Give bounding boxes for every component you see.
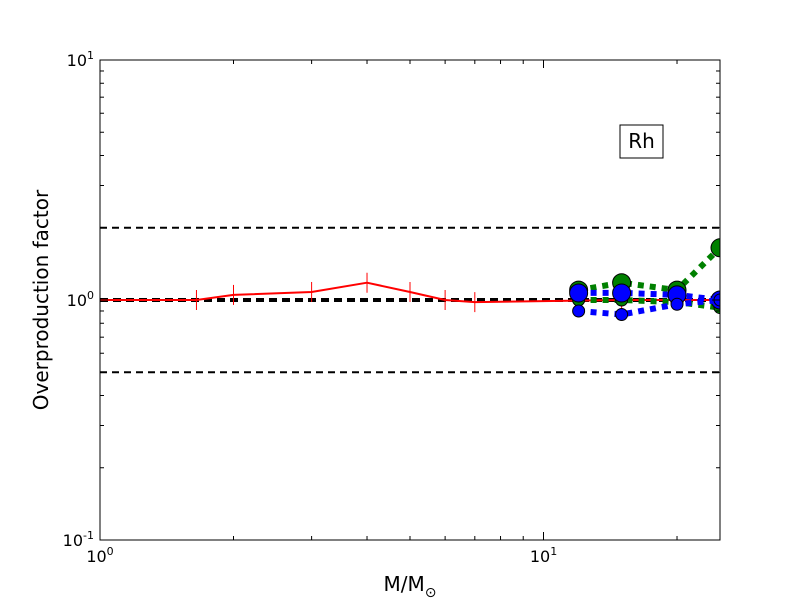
series-3-line bbox=[578, 289, 720, 303]
ticks-layer bbox=[99, 59, 720, 541]
series-3 bbox=[569, 283, 720, 310]
series-layer bbox=[100, 238, 720, 322]
y-axis-label: Overproduction factor bbox=[29, 189, 53, 410]
annotation-box: Rh bbox=[619, 124, 664, 159]
series-4-line bbox=[578, 297, 720, 318]
y-tick-label: 10-1 bbox=[63, 529, 94, 550]
x-tick-label: 101 bbox=[530, 545, 557, 566]
x-tick-label: 100 bbox=[86, 545, 113, 566]
series-4-point bbox=[670, 297, 684, 311]
x-axis-label-main: M/M bbox=[384, 572, 425, 596]
series-4-point bbox=[615, 308, 629, 322]
reference-lines bbox=[100, 226, 720, 374]
series-1-point bbox=[710, 238, 720, 258]
y-tick-label: 100 bbox=[67, 289, 94, 310]
y-tick-label: 101 bbox=[67, 49, 94, 70]
x-axis-label: M/M⊙ bbox=[384, 572, 437, 600]
x-axis-label-sub: ⊙ bbox=[425, 585, 437, 600]
series-3-point bbox=[612, 283, 632, 303]
series-3-point bbox=[569, 283, 589, 303]
annotation-label: Rh bbox=[628, 129, 655, 153]
series-4-point bbox=[572, 304, 586, 318]
